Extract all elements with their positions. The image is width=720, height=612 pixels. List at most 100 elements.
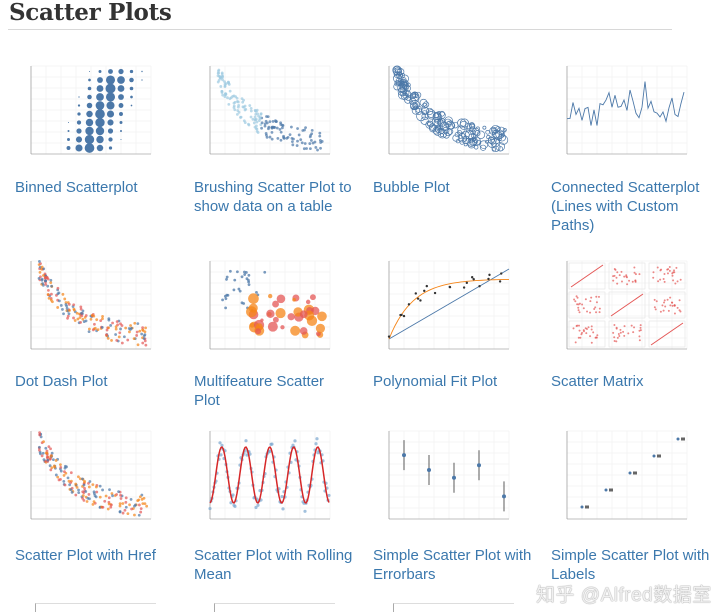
chart-point <box>260 126 263 130</box>
gallery-link[interactable]: Scatter Plot with Href <box>15 547 156 564</box>
chart-point <box>123 508 127 512</box>
chart-point <box>309 294 316 301</box>
chart-point <box>674 282 677 285</box>
chart-thumbnail[interactable] <box>15 255 159 365</box>
chart-point <box>318 138 322 142</box>
gallery-link[interactable]: Simple Scatter Plot with Errorbars <box>373 547 532 583</box>
chart-point <box>290 125 293 129</box>
chart-point <box>410 93 420 103</box>
chart-point <box>78 477 82 481</box>
chart-point <box>40 278 44 282</box>
chart-point <box>612 331 615 334</box>
chart-thumbnail[interactable] <box>15 60 159 170</box>
chart-point <box>318 134 322 138</box>
chart-point <box>297 133 301 137</box>
chart-point <box>72 316 75 320</box>
chart-point <box>122 335 126 339</box>
chart-point <box>639 326 642 329</box>
chart-point <box>275 308 286 319</box>
chart-point <box>244 271 248 274</box>
chart-point <box>135 330 139 334</box>
chart-point <box>410 99 420 110</box>
chart-point <box>233 504 237 508</box>
chart-point <box>678 299 681 302</box>
chart-point <box>411 106 420 115</box>
gallery-link[interactable]: Dot Dash Plot <box>15 373 108 390</box>
chart-point <box>259 112 263 116</box>
chart-point <box>663 272 666 275</box>
chart-point <box>40 265 44 269</box>
chart-point <box>666 298 669 301</box>
chart-thumbnail[interactable] <box>194 60 338 170</box>
chart-point <box>61 292 65 296</box>
chart-thumbnail[interactable] <box>551 255 695 365</box>
next-row-thumbnail[interactable] <box>393 603 514 612</box>
matrix-cell <box>608 320 646 348</box>
chart-point <box>290 136 294 140</box>
chart-point <box>226 293 230 297</box>
chart-point <box>627 332 630 335</box>
chart-point <box>95 117 105 128</box>
chart-point <box>452 134 460 142</box>
chart-point <box>137 498 141 502</box>
next-row-thumbnail[interactable] <box>35 603 156 612</box>
chart-point <box>387 335 391 338</box>
chart-thumbnail[interactable] <box>194 255 338 365</box>
point-label-mark <box>609 488 613 492</box>
chart-point <box>404 85 411 92</box>
chart-point <box>470 129 476 136</box>
chart-point <box>59 477 62 481</box>
chart-point <box>476 140 482 146</box>
chart-point <box>141 79 143 81</box>
chart-thumbnail[interactable] <box>194 425 338 535</box>
chart-point <box>108 137 113 142</box>
chart-point <box>319 146 322 150</box>
chart-point <box>45 276 49 280</box>
chart-point <box>57 299 61 303</box>
chart-point <box>265 115 268 118</box>
chart-thumbnail[interactable] <box>551 60 695 170</box>
chart-thumbnail[interactable] <box>373 60 517 170</box>
chart-thumbnail[interactable] <box>15 425 159 535</box>
chart-point <box>478 284 481 288</box>
chart-point <box>218 441 222 445</box>
chart-point <box>469 137 478 146</box>
gallery-link[interactable]: Polynomial Fit Plot <box>373 373 498 390</box>
matrix-cell <box>608 262 646 290</box>
chart-point <box>139 507 143 511</box>
gallery-link[interactable]: Binned Scatterplot <box>15 179 138 196</box>
chart-point <box>617 333 620 336</box>
rolling-mean-line <box>209 446 330 504</box>
gallery-link[interactable]: Simple Scatter Plot with Labels <box>551 547 710 583</box>
chart-point <box>663 280 666 283</box>
chart-point <box>50 292 53 296</box>
chart-point <box>97 77 103 83</box>
chart-point <box>295 144 299 147</box>
gallery-link[interactable]: Scatter Plot with Rolling Mean <box>194 547 353 583</box>
chart-thumbnail[interactable] <box>373 255 517 365</box>
gallery-link[interactable]: Multifeature Scatter Plot <box>194 373 325 409</box>
chart-thumbnail[interactable] <box>373 425 517 535</box>
gallery-link[interactable]: Connected Scatterplot (Lines with Custom… <box>551 179 700 234</box>
chart-point <box>49 468 53 472</box>
chart-point <box>96 93 104 101</box>
chart-point <box>66 314 70 318</box>
chart-point <box>216 69 220 73</box>
chart-point <box>407 303 411 306</box>
chart-point <box>276 136 280 140</box>
chart-point <box>236 105 240 109</box>
chart-point <box>76 475 80 479</box>
chart-point <box>223 95 227 99</box>
chart-thumbnail[interactable] <box>551 425 695 535</box>
gallery-link[interactable]: Scatter Matrix <box>551 373 644 390</box>
chart-point <box>76 120 82 125</box>
chart-point <box>659 269 662 272</box>
gallery-link[interactable]: Bubble Plot <box>373 179 450 196</box>
gallery-link[interactable]: Brushing Scatter Plot to show data on a … <box>194 179 352 215</box>
chart-point <box>317 311 327 322</box>
chart-point <box>83 486 86 490</box>
chart-point <box>87 86 92 91</box>
chart-point <box>221 78 225 82</box>
chart-point <box>223 294 227 298</box>
next-row-thumbnail[interactable] <box>214 603 335 612</box>
